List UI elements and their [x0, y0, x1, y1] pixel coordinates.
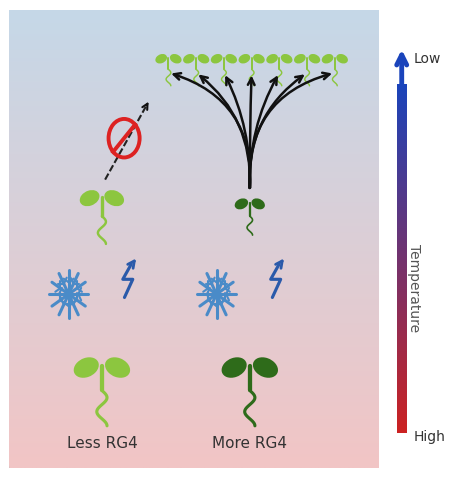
Ellipse shape	[104, 190, 124, 206]
Text: More RG4: More RG4	[212, 436, 287, 451]
Ellipse shape	[322, 54, 333, 63]
Ellipse shape	[253, 357, 278, 378]
Text: Low: Low	[414, 52, 441, 66]
Ellipse shape	[211, 54, 222, 63]
Ellipse shape	[266, 54, 278, 63]
Ellipse shape	[253, 54, 265, 63]
Ellipse shape	[183, 54, 195, 63]
Ellipse shape	[235, 199, 248, 209]
Ellipse shape	[74, 357, 99, 378]
Ellipse shape	[155, 54, 167, 63]
Text: Less RG4: Less RG4	[66, 436, 137, 451]
Text: Temperature: Temperature	[407, 244, 421, 332]
Ellipse shape	[225, 54, 237, 63]
Ellipse shape	[222, 357, 246, 378]
Ellipse shape	[294, 54, 306, 63]
Ellipse shape	[170, 54, 182, 63]
Ellipse shape	[336, 54, 348, 63]
Ellipse shape	[238, 54, 250, 63]
Text: High: High	[414, 430, 446, 444]
Ellipse shape	[309, 54, 320, 63]
Ellipse shape	[105, 357, 130, 378]
Ellipse shape	[80, 190, 100, 206]
Ellipse shape	[281, 54, 292, 63]
Ellipse shape	[252, 199, 265, 209]
Ellipse shape	[198, 54, 210, 63]
